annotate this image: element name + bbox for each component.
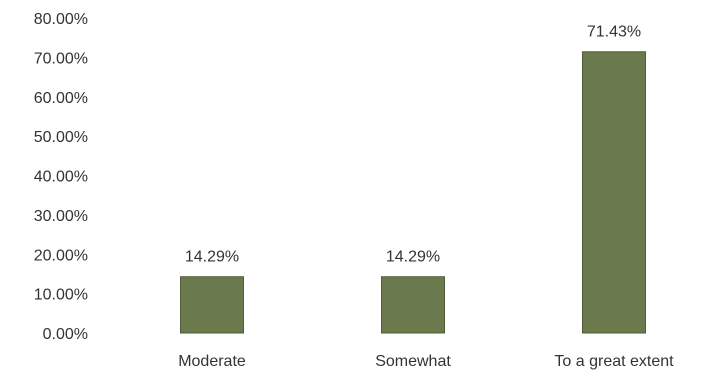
y-tick-label: 50.00% xyxy=(34,129,88,146)
y-tick-label: 20.00% xyxy=(34,247,88,264)
x-tick-label: To a great extent xyxy=(554,353,674,370)
bar-to-a-great-extent xyxy=(582,51,646,334)
data-label: 71.43% xyxy=(587,24,641,41)
data-label: 14.29% xyxy=(185,249,239,266)
y-tick-label: 60.00% xyxy=(34,90,88,107)
y-tick-label: 30.00% xyxy=(34,208,88,225)
y-tick-label: 40.00% xyxy=(34,169,88,186)
bar-somewhat xyxy=(381,276,445,334)
bars xyxy=(180,51,646,334)
data-label: 14.29% xyxy=(386,249,440,266)
data-labels: 14.29% 14.29% 71.43% xyxy=(185,24,641,266)
x-tick-label: Moderate xyxy=(178,353,246,370)
x-tick-label: Somewhat xyxy=(375,353,451,370)
y-tick-label: 10.00% xyxy=(34,287,88,304)
x-axis: Moderate Somewhat To a great extent xyxy=(178,353,674,370)
y-tick-label: 80.00% xyxy=(34,11,88,28)
y-tick-label: 0.00% xyxy=(43,326,88,343)
y-tick-label: 70.00% xyxy=(34,50,88,67)
y-axis: 0.00% 10.00% 20.00% 30.00% 40.00% 50.00% 60.00… xyxy=(34,11,88,343)
bar-moderate xyxy=(180,276,244,334)
